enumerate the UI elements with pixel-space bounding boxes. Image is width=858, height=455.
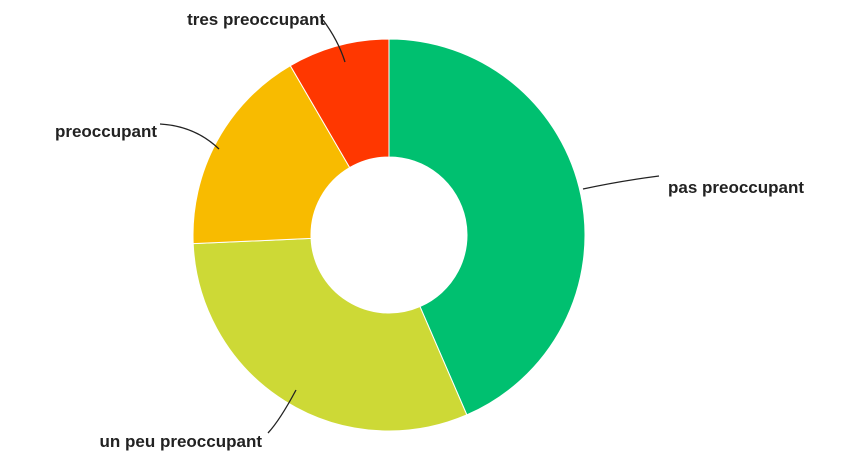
label-pas-preoccupant: pas preoccupant <box>668 178 804 197</box>
connector-tres-preoccupant <box>322 19 346 63</box>
slice-labels: pas preoccupant un peu preoccupant preoccu… <box>55 10 804 451</box>
label-preoccupant: preoccupant <box>55 122 157 141</box>
connector-un-peu-preoccupant <box>267 389 297 434</box>
label-connectors <box>159 19 660 434</box>
label-un-peu-preoccupant: un peu preoccupant <box>100 432 263 451</box>
slice-preoccupant <box>192 64 351 245</box>
donut-slices <box>192 38 586 432</box>
connector-preoccupant <box>159 123 220 150</box>
slice-un-peu-preoccupant <box>192 237 468 432</box>
slice-pas-preoccupant <box>388 38 586 416</box>
label-tres-preoccupant: tres preoccupant <box>187 10 325 29</box>
connector-pas-preoccupant <box>582 175 660 190</box>
slice-tres-preoccupant <box>289 38 390 169</box>
